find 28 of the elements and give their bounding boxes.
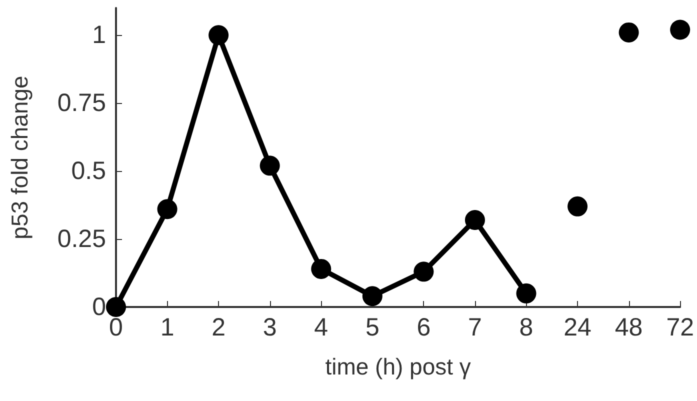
x-tick-label: 24 (564, 314, 592, 342)
x-axis-title: time (h) post γ (325, 354, 472, 380)
point (362, 286, 382, 306)
point (157, 199, 178, 220)
y-tick-label: 0.25 (57, 225, 106, 254)
x-tick-label: 7 (468, 314, 482, 342)
y-axis-title: p53 fold change (6, 76, 32, 240)
x-tick-label: 0 (109, 314, 123, 342)
x-tick-label: 1 (160, 314, 174, 342)
x-tick-label: 6 (416, 314, 431, 342)
x-tick-label: 8 (519, 314, 534, 342)
y-tick-label: 0.75 (57, 89, 106, 118)
x-tick-label: 2 (212, 314, 226, 342)
point (106, 297, 126, 317)
point (311, 258, 332, 279)
x-tick-label: 4 (314, 314, 328, 342)
point (208, 25, 229, 46)
point (464, 210, 485, 230)
x-tick-label: 72 (666, 314, 694, 342)
y-tick-label: 0.5 (71, 157, 106, 186)
point (414, 262, 434, 282)
point (260, 156, 280, 176)
x-tick-label: 5 (365, 314, 380, 342)
point (516, 283, 536, 304)
x-tick-label: 48 (614, 314, 643, 342)
y-tick-label: 0 (92, 293, 106, 321)
x-tick-label: 3 (262, 314, 277, 342)
y-tick-label: 1 (92, 21, 106, 50)
